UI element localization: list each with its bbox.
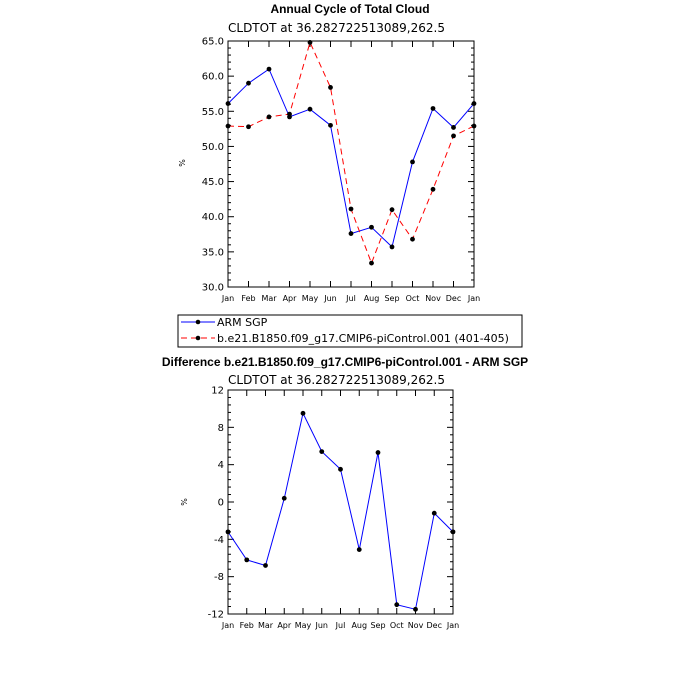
chart1-series-1-point: [307, 106, 313, 112]
chart1-series-2-point: [369, 260, 374, 266]
chart2-xtick-label: Mar: [258, 621, 274, 630]
chart2-series-1-point: [450, 529, 456, 535]
chart1-series-2-point: [266, 114, 272, 120]
chart1-ytick-label: 55.0: [202, 107, 224, 118]
legend-marker-arm: [195, 319, 201, 325]
chart1-ytick-label: 65.0: [202, 37, 224, 48]
chart2-xtick-label: Nov: [408, 621, 424, 630]
chart2-xtick-label: Feb: [240, 621, 254, 630]
chart2-xtick-label: Jan: [446, 621, 459, 630]
chart1-xtick-label: Jul: [345, 294, 356, 303]
chart1-series-1-point: [246, 80, 251, 86]
chart1-series-2-point: [471, 123, 477, 129]
chart1-xtick-label: Mar: [261, 294, 277, 303]
chart1-series-1-point: [410, 159, 415, 165]
chart1-series-1-point: [451, 125, 456, 130]
chart1-ytick-label: 45.0: [202, 177, 224, 188]
chart2-title: Difference b.e21.B1850.f09_g17.CMIP6-piC…: [162, 355, 528, 369]
chart2-series-line-1: [227, 411, 454, 610]
chart1-xtick-label: Nov: [425, 294, 441, 303]
chart2-ylabel: %: [180, 498, 189, 506]
chart1-series-1-point: [430, 106, 436, 111]
chart2-series-1-point: [394, 602, 400, 608]
chart1-series-2-point: [389, 207, 395, 213]
chart2-ytick-label: 0: [218, 498, 224, 509]
chart1-xtick-label: Sep: [384, 294, 399, 303]
chart1-xtick-label: Oct: [406, 294, 420, 303]
chart2-xtick-label: Jun: [315, 621, 329, 630]
chart2-ytick-label: 4: [218, 460, 224, 471]
chart2-xtick-label: Aug: [351, 621, 367, 630]
chart1-xtick-label: Jan: [221, 294, 234, 303]
chart2-series-1-point: [356, 547, 362, 552]
chart1-series-2-point: [225, 123, 231, 129]
chart2-series-1-point: [300, 410, 306, 416]
chart2-ytick-label: -8: [214, 572, 224, 583]
chart1-xtick-label: Aug: [364, 294, 380, 303]
chart1-ytick-label: 35.0: [202, 247, 224, 258]
chart1-series-2-point: [246, 124, 251, 130]
chart2-subtitle: CLDTOT at 36.282722513089,262.5: [228, 373, 445, 387]
chart1-series-2-point: [328, 84, 333, 90]
chart1-series-2-point: [410, 236, 415, 242]
chart2-series-1-point: [281, 495, 287, 501]
chart1-series-1-point: [328, 122, 333, 128]
chart1-xtick-label: Dec: [446, 294, 461, 303]
chart2-xtick-label: Jul: [335, 621, 346, 630]
chart2-ytick-label: -12: [208, 610, 224, 621]
chart1-series-1-point: [369, 224, 374, 230]
chart1-series-1-point: [348, 231, 354, 236]
chart1-series-2-point: [348, 206, 354, 212]
chart2-series-1-point: [225, 529, 231, 535]
chart2-series-1-point: [413, 606, 418, 612]
chart1-plot-frame: [227, 40, 475, 288]
chart1-series-2-point: [307, 40, 313, 45]
chart2-xtick-label: May: [295, 621, 312, 630]
chart1-series-2-point: [451, 133, 456, 139]
legend-marker-model: [195, 335, 201, 341]
chart1-subtitle: CLDTOT at 36.282722513089,262.5: [228, 21, 445, 35]
chart1-series-1-point: [266, 66, 272, 72]
legend-box: [177, 314, 523, 348]
chart2-xtick-label: Oct: [390, 621, 404, 630]
chart1-series-line-1: [227, 68, 475, 248]
chart2-ytick-label: -4: [214, 535, 224, 546]
chart2-xtick-label: Apr: [277, 621, 292, 630]
chart1-xtick-label: May: [302, 294, 319, 303]
chart1-series-1-point: [225, 101, 231, 106]
chart1-ytick-label: 50.0: [202, 142, 224, 153]
chart1-title: Annual Cycle of Total Cloud: [270, 2, 429, 16]
chart1-series-1-point: [471, 101, 477, 106]
chart1-series-line-2: [227, 40, 475, 265]
chart2-series-1-point: [244, 557, 250, 563]
chart2-series-1-point: [431, 510, 437, 516]
legend-label-model: b.e21.B1850.f09_g17.CMIP6-piControl.001 …: [217, 332, 509, 345]
chart1-series-1-point: [389, 244, 395, 250]
chart1-xtick-label: Feb: [241, 294, 255, 303]
chart1-ylabel: %: [178, 159, 187, 167]
chart2-xtick-label: Jan: [221, 621, 234, 630]
chart1-ytick-label: 40.0: [202, 212, 224, 223]
chart1-series-2-point: [287, 111, 292, 117]
chart2-series-1-point: [263, 563, 268, 568]
chart1-xtick-label: Apr: [283, 294, 298, 303]
chart2-series-1-point: [319, 449, 325, 454]
chart1-ytick-label: 60.0: [202, 72, 224, 83]
chart1-ytick-label: 30.0: [202, 283, 224, 294]
chart1-xtick-label: Jan: [467, 294, 480, 303]
legend-label-arm: ARM SGP: [217, 316, 268, 329]
chart1-series-2-point: [430, 186, 436, 192]
chart2-ytick-label: 8: [218, 423, 224, 434]
chart2-ytick-label: 12: [211, 386, 224, 397]
chart1-xtick-label: Jun: [323, 294, 337, 303]
chart2-series-1-point: [338, 466, 343, 472]
chart2-series-1-point: [375, 450, 381, 455]
chart2-plot-frame: [227, 389, 454, 615]
chart2-xtick-label: Sep: [370, 621, 385, 630]
chart2-xtick-label: Dec: [427, 621, 442, 630]
